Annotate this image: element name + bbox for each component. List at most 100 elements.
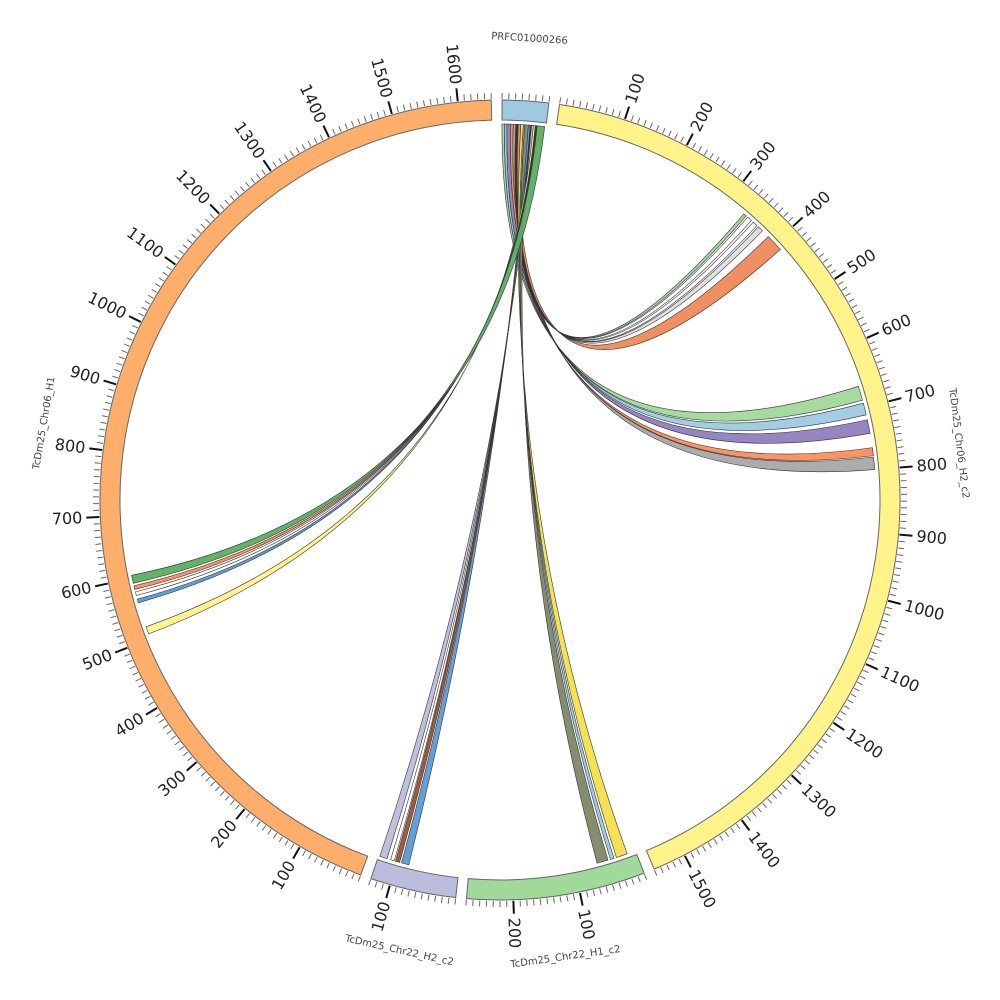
minor-tick <box>713 838 718 845</box>
minor-tick <box>121 349 128 354</box>
minor-tick <box>155 283 161 288</box>
tick-label: 600 <box>878 310 914 340</box>
minor-tick <box>94 536 101 539</box>
minor-tick <box>586 891 589 898</box>
minor-tick <box>751 811 757 817</box>
minor-tick <box>810 242 816 247</box>
minor-tick <box>116 634 123 638</box>
tick-label: 1400 <box>744 828 784 872</box>
minor-tick <box>707 842 712 849</box>
minor-tick <box>124 653 130 657</box>
minor-tick <box>572 99 575 106</box>
segment-Chr06_H2[interactable] <box>556 103 901 870</box>
major-tick <box>292 846 301 860</box>
segment-labels-layer: PRFC01000266 TcDm25_Chr06_H2_c2 TcDm25_Chr… <box>31 31 971 971</box>
minor-tick <box>898 547 905 550</box>
ticks-layer: 1002003004005006007008009001000110012001… <box>51 43 947 949</box>
minor-tick <box>97 556 104 559</box>
minor-tick <box>890 405 897 409</box>
minor-tick <box>692 142 697 149</box>
minor-tick <box>119 641 125 645</box>
major-tick <box>387 101 393 115</box>
major-tick <box>742 170 753 182</box>
major-tick <box>579 892 584 906</box>
minor-tick <box>836 716 843 721</box>
minor-tick <box>182 751 189 756</box>
minor-tick <box>715 156 720 163</box>
minor-tick <box>234 190 240 196</box>
minor-tick <box>637 876 641 883</box>
major-tick <box>89 447 103 451</box>
minor-tick <box>735 823 741 830</box>
minor-tick <box>301 144 306 150</box>
tick-label: 1000 <box>902 596 946 625</box>
segment-Chr06_H1[interactable] <box>99 99 493 876</box>
minor-tick <box>813 749 819 755</box>
minor-tick <box>882 619 889 623</box>
minor-tick <box>101 415 108 418</box>
minor-tick <box>138 312 144 317</box>
minor-tick <box>612 884 615 891</box>
minor-tick <box>611 109 615 116</box>
minor-tick <box>876 360 883 364</box>
minor-tick <box>261 825 267 831</box>
minor-tick <box>893 574 901 577</box>
minor-tick <box>719 835 724 841</box>
minor-tick <box>654 869 658 876</box>
minor-tick <box>440 896 443 903</box>
minor-tick <box>229 195 235 201</box>
link-PRFC-Chr06_H2-7 <box>515 124 758 342</box>
minor-tick <box>893 419 900 422</box>
minor-tick <box>147 294 154 299</box>
minor-tick <box>416 101 419 108</box>
minor-tick <box>174 255 180 260</box>
minor-tick <box>737 172 742 178</box>
minor-tick <box>103 589 110 592</box>
minor-tick <box>678 858 683 865</box>
major-tick <box>145 707 158 716</box>
minor-tick <box>899 459 906 462</box>
minor-tick <box>724 831 730 837</box>
major-tick <box>322 125 330 138</box>
minor-tick <box>748 180 753 186</box>
segment-Chr22_H2[interactable] <box>370 859 459 899</box>
tick-label: 100 <box>268 857 300 893</box>
minor-tick <box>307 140 312 147</box>
minor-tick <box>883 379 890 383</box>
minor-tick <box>884 613 891 616</box>
minor-tick <box>643 873 648 880</box>
minor-tick <box>141 689 148 694</box>
major-tick <box>899 465 913 469</box>
minor-tick <box>370 113 374 120</box>
minor-tick <box>409 102 412 110</box>
segment-label-Chr22_H1: TcDm25_Chr22_H1_c2 <box>509 944 621 971</box>
minor-tick <box>891 412 898 415</box>
minor-tick <box>898 452 905 455</box>
minor-tick <box>851 304 858 309</box>
minor-tick <box>565 98 568 105</box>
minor-tick <box>148 701 154 706</box>
link-PRFC-Chr22_H2-15 <box>390 124 532 862</box>
minor-tick <box>746 815 752 821</box>
minor-tick <box>801 231 807 237</box>
minor-tick <box>826 264 833 269</box>
minor-tick <box>878 366 885 370</box>
minor-tick <box>278 158 283 164</box>
minor-tick <box>132 671 139 676</box>
minor-tick <box>772 793 777 799</box>
minor-tick <box>396 106 399 113</box>
link-PRFC-Chr06_H2-6 <box>515 124 752 340</box>
minor-tick <box>224 199 230 205</box>
minor-tick <box>313 137 318 144</box>
minor-tick <box>853 687 860 692</box>
minor-tick <box>753 184 759 190</box>
segment-Chr22_H1[interactable] <box>465 853 645 901</box>
minor-tick <box>875 638 882 642</box>
segment-PRFC[interactable] <box>501 99 550 124</box>
tick-label: 200 <box>207 816 241 852</box>
minor-tick <box>585 102 588 109</box>
minor-tick <box>871 347 878 351</box>
minor-tick <box>897 554 904 556</box>
minor-tick <box>170 735 176 740</box>
